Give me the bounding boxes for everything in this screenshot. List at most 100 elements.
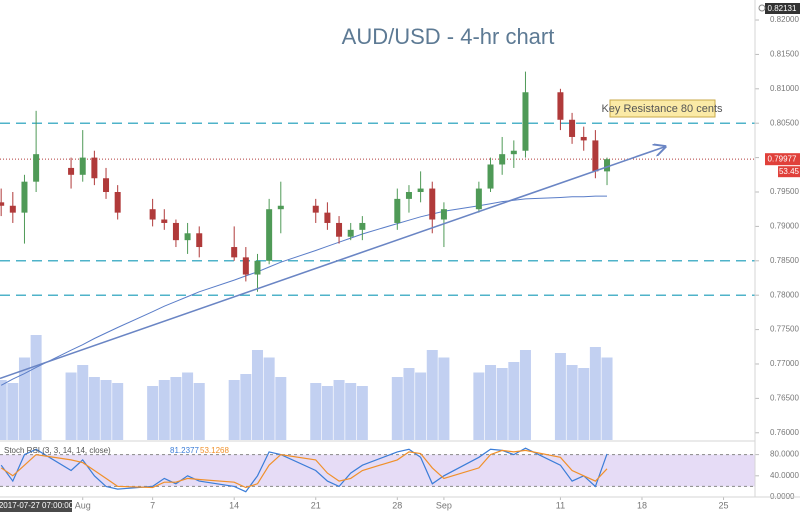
volume-bar xyxy=(182,372,194,440)
stoch-line xyxy=(0,449,608,489)
volume-bar xyxy=(7,383,19,440)
stoch-k-value: 81.2377 xyxy=(170,446,199,455)
last-price: 0.79977 xyxy=(768,154,797,163)
candle-body xyxy=(9,205,16,213)
candle-body xyxy=(510,150,517,155)
candle-body xyxy=(0,202,5,206)
candle-body xyxy=(231,247,238,258)
candle-body xyxy=(429,188,436,220)
volume-bar xyxy=(403,368,415,440)
y-tick-label: 0.79000 xyxy=(770,222,799,231)
candle-body xyxy=(114,192,121,213)
volume-bar xyxy=(508,362,520,440)
x-tick-label: Sep xyxy=(436,500,452,510)
candle-body xyxy=(336,222,343,237)
chart-title: AUD/USD - 4-hr chart xyxy=(342,24,555,49)
candle-body xyxy=(277,205,284,210)
volume-bar xyxy=(147,386,159,440)
candle-body xyxy=(161,219,168,223)
volume-bar xyxy=(345,383,357,440)
volume-bar xyxy=(578,368,590,440)
top-price-box xyxy=(765,3,800,14)
volume-bar xyxy=(251,350,263,440)
candle-body xyxy=(475,188,482,210)
volume-bar xyxy=(485,365,497,440)
y-tick-label: 0.78000 xyxy=(770,290,799,299)
candle-body xyxy=(499,154,506,165)
y-tick-label: 0.80500 xyxy=(770,118,799,127)
candle-body xyxy=(184,233,191,241)
volume-bar xyxy=(426,350,438,440)
candle-body xyxy=(417,188,424,193)
volume-bar xyxy=(566,365,578,440)
indicator-box xyxy=(778,166,800,178)
volume-bar xyxy=(170,377,182,440)
stoch-tick-label: 80.0000 xyxy=(770,450,799,459)
volume-bar xyxy=(391,377,403,440)
trendline xyxy=(0,147,665,380)
y-tick-label: 0.76500 xyxy=(770,393,799,402)
volume-bar xyxy=(0,380,7,440)
x-tick-label: 7 xyxy=(150,500,155,510)
y-tick-label: 0.78500 xyxy=(770,256,799,265)
x-tick-label: 18 xyxy=(637,500,647,510)
x-tick-label: 14 xyxy=(229,500,239,510)
x-tick-label: 21 xyxy=(311,500,321,510)
candle-body xyxy=(242,257,249,275)
settings-icon[interactable] xyxy=(758,4,766,12)
candle-body xyxy=(569,119,576,137)
volume-bar xyxy=(77,365,89,440)
last-price-box xyxy=(765,153,800,166)
volume-bar xyxy=(275,377,287,440)
x-tick-label: Aug xyxy=(75,500,91,510)
volume-bar xyxy=(263,357,275,440)
candle-body xyxy=(172,222,179,241)
candle-body xyxy=(359,222,366,230)
candle-body xyxy=(604,159,611,172)
volume-bar xyxy=(554,353,566,440)
candle-body xyxy=(33,154,40,182)
candle-body xyxy=(557,92,564,120)
candle-body xyxy=(21,181,28,213)
candle-body xyxy=(196,233,203,248)
candle-body xyxy=(580,136,587,141)
candle-body xyxy=(312,205,319,213)
volume-bar xyxy=(158,380,170,440)
x-tick-label: 11 xyxy=(556,500,565,510)
y-tick-label: 0.81500 xyxy=(770,50,799,59)
volume-bar xyxy=(601,357,613,440)
candle-body xyxy=(103,178,110,193)
candle-body xyxy=(592,140,599,172)
volume-bar xyxy=(193,383,205,440)
volume-bar xyxy=(88,377,100,440)
candle-body xyxy=(405,192,412,199)
candle-body xyxy=(324,212,331,223)
volume-bar xyxy=(473,372,485,440)
volume-bar xyxy=(333,380,345,440)
candle-body xyxy=(440,209,447,220)
y-tick-label: 0.77500 xyxy=(770,325,799,334)
x-tick-label: 25 xyxy=(719,500,729,510)
main-layer: 0.79977 53.45 xyxy=(0,71,800,493)
volume-bar xyxy=(438,357,450,440)
volume-bar xyxy=(18,357,30,440)
volume-bar xyxy=(65,372,77,440)
y-tick-label: 0.81000 xyxy=(770,84,799,93)
candle-body xyxy=(91,157,98,179)
volume-bar xyxy=(321,386,333,440)
volume-bar xyxy=(519,350,531,440)
candle-body xyxy=(347,229,354,237)
y-tick-label: 0.77000 xyxy=(770,359,799,368)
volume-bar xyxy=(228,380,240,440)
volume-bar xyxy=(589,347,601,440)
volume-bar xyxy=(415,372,427,440)
annotation-box xyxy=(609,99,716,118)
cursor-time: 2017-07-27 07:00:00 xyxy=(0,501,74,510)
volume-bar xyxy=(100,380,112,440)
x-tick-label: 28 xyxy=(392,500,402,510)
stoch-line xyxy=(0,447,608,493)
volume-bar xyxy=(496,368,508,440)
candle-body xyxy=(522,92,529,151)
candle-body xyxy=(79,157,86,175)
